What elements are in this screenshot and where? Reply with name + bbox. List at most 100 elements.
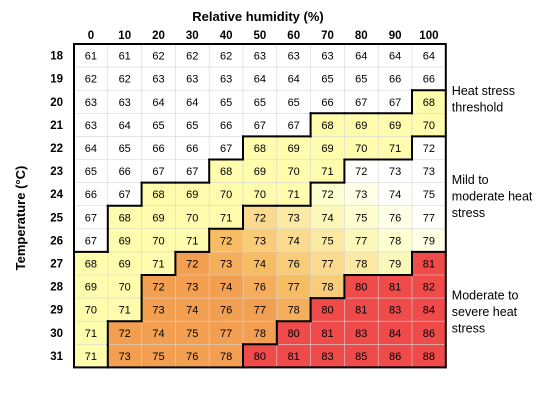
cell-value-label: 62 <box>119 74 131 86</box>
heatmap-cell <box>378 298 413 322</box>
cell-value-label: 69 <box>152 212 164 224</box>
cell-value-label: 69 <box>254 166 266 178</box>
cell-value-label: 65 <box>321 74 333 86</box>
cell-value-label: 80 <box>288 328 300 340</box>
heatmap-cell <box>141 275 176 299</box>
heatmap-cell <box>141 182 176 207</box>
cell-value-label: 78 <box>288 305 300 317</box>
cell-value-label: 72 <box>321 189 333 201</box>
heatmap-cell <box>107 90 142 114</box>
cell-value-label: 67 <box>355 97 367 109</box>
heatmap-cell <box>276 113 311 137</box>
heatmap-cell <box>209 344 244 368</box>
cell-value-label: 63 <box>288 51 300 63</box>
heatmap-cell <box>310 113 345 137</box>
heatmap-cell <box>310 321 345 345</box>
heatmap-cell <box>107 205 142 230</box>
cell-value-label: 61 <box>119 51 131 63</box>
heatmap-cell <box>107 344 142 368</box>
cell-value-label: 61 <box>85 51 97 63</box>
cell-value-label: 78 <box>389 235 401 247</box>
cell-value-label: 64 <box>254 74 266 86</box>
heatmap-cell <box>74 298 109 322</box>
heatmap-cell <box>310 298 345 322</box>
heatmap-cell <box>175 90 210 114</box>
heatmap-cell <box>74 344 109 368</box>
heatmap-cell <box>243 228 278 253</box>
heatmap-cell <box>412 251 447 276</box>
cell-value-label: 88 <box>423 351 435 363</box>
cell-value-label: 84 <box>389 328 401 340</box>
heatmap-cell <box>310 205 345 230</box>
heatmap-cell <box>412 159 447 183</box>
cell-value-label: 62 <box>220 51 232 63</box>
cell-value-label: 77 <box>288 282 300 294</box>
heatmap-cell <box>276 344 311 368</box>
cell-value-label: 62 <box>152 51 164 63</box>
cell-value-label: 68 <box>321 120 333 132</box>
heatmap-cell <box>344 344 379 368</box>
cell-value-label: 86 <box>423 328 435 340</box>
x-tick-label: 0 <box>88 30 94 42</box>
cell-value-label: 66 <box>119 166 131 178</box>
y-tick-label: 24 <box>50 189 63 201</box>
y-axis-title: Temperature (°C) <box>13 166 28 271</box>
cell-value-label: 66 <box>186 143 198 155</box>
cell-value-label: 71 <box>152 258 164 270</box>
cell-value-label: 75 <box>152 351 164 363</box>
cell-value-label: 70 <box>85 305 97 317</box>
cell-value-label: 74 <box>220 282 232 294</box>
heatmap-cell <box>107 44 142 68</box>
heatmap-cell <box>378 321 413 345</box>
heatmap-cell <box>378 113 413 137</box>
cell-value-label: 73 <box>355 189 367 201</box>
heatmap-cell <box>209 251 244 276</box>
heatmap-cell <box>276 182 311 207</box>
heatmap-cell <box>175 275 210 299</box>
heatmap-cell <box>276 136 311 160</box>
cell-value-label: 63 <box>186 74 198 86</box>
cell-value-label: 63 <box>85 97 97 109</box>
heatmap-cell <box>276 205 311 230</box>
heatmap-cell <box>141 205 176 230</box>
heatmap-cell <box>175 67 210 91</box>
heatmap-cell <box>243 344 278 368</box>
category-annotation: Moderate to severe heat stress <box>452 288 519 335</box>
cell-value-label: 70 <box>355 143 367 155</box>
cell-value-label: 71 <box>220 212 232 224</box>
heatmap-cell <box>276 44 311 68</box>
heatmap-cell <box>344 67 379 91</box>
cell-value-label: 65 <box>119 143 131 155</box>
heatmap-cell <box>209 275 244 299</box>
cell-value-label: 70 <box>288 166 300 178</box>
y-tick-label: 20 <box>50 97 63 109</box>
heatmap-cell <box>310 159 345 183</box>
y-tick-label: 26 <box>50 235 63 247</box>
heatmap-cell <box>107 321 142 345</box>
cell-value-label: 69 <box>119 258 131 270</box>
heatmap-cell <box>243 67 278 91</box>
cell-value-label: 69 <box>85 282 97 294</box>
cell-value-label: 68 <box>254 143 266 155</box>
cell-value-label: 67 <box>152 166 164 178</box>
heatmap-cell <box>378 228 413 253</box>
cell-value-label: 71 <box>288 189 300 201</box>
cell-value-label: 85 <box>355 351 367 363</box>
cell-value-label: 70 <box>254 189 266 201</box>
heatmap-cell <box>175 182 210 207</box>
cell-value-label: 68 <box>85 258 97 270</box>
heatmap-cell <box>310 275 345 299</box>
heatmap-cell <box>209 159 244 183</box>
cell-value-label: 71 <box>389 143 401 155</box>
cell-value-label: 71 <box>119 305 131 317</box>
cell-value-label: 68 <box>119 212 131 224</box>
heatmap-cell <box>412 228 447 253</box>
heatmap-cell <box>344 44 379 68</box>
cell-value-label: 76 <box>254 282 266 294</box>
heatmap-cell <box>243 251 278 276</box>
heatmap-cell <box>243 90 278 114</box>
cell-value-label: 80 <box>254 351 266 363</box>
heatmap-cell <box>412 44 447 68</box>
heatmap-cell <box>74 321 109 345</box>
cell-value-label: 65 <box>220 97 232 109</box>
